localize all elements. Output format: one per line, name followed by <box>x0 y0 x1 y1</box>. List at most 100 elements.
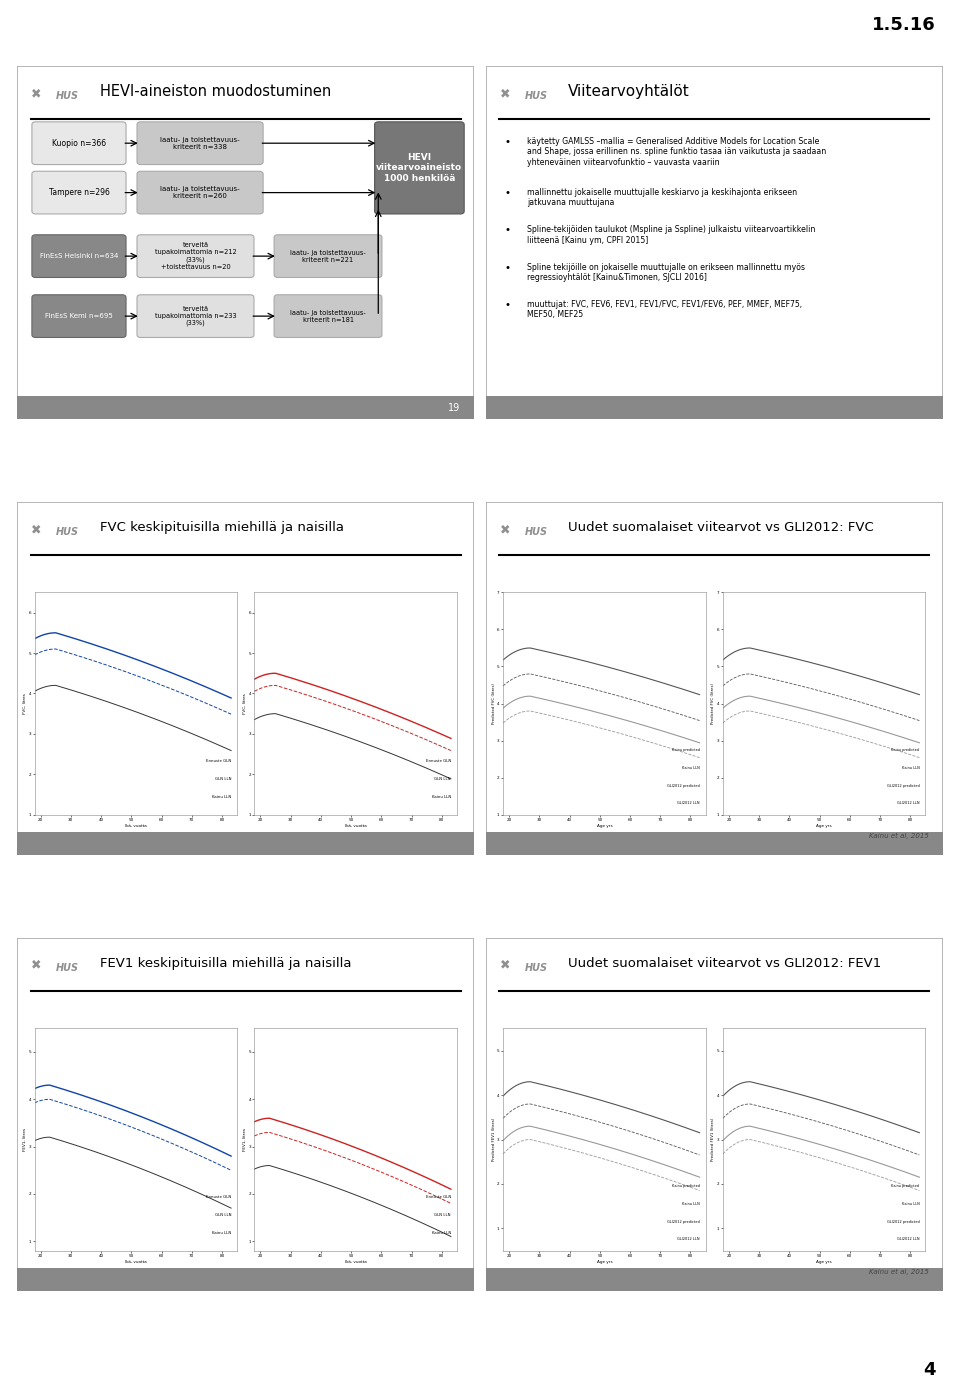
Text: Kainu LLN: Kainu LLN <box>212 794 231 799</box>
Text: Viitearvoyhtälöt: Viitearvoyhtälöt <box>568 83 690 98</box>
Text: •: • <box>504 226 510 235</box>
Text: terveitä
tupakoimattomia n=212
(33%)
+toistettavuus n=20: terveitä tupakoimattomia n=212 (33%) +to… <box>155 242 236 270</box>
FancyBboxPatch shape <box>137 235 254 277</box>
Text: Ennuste GLN: Ennuste GLN <box>425 760 451 763</box>
Text: Ennuste GLN: Ennuste GLN <box>205 760 231 763</box>
Text: ✖: ✖ <box>499 959 510 972</box>
Text: ✖: ✖ <box>31 87 41 100</box>
Text: Tampere n=296: Tampere n=296 <box>49 188 109 197</box>
Text: 19: 19 <box>448 403 461 412</box>
Bar <box>486 396 943 419</box>
Y-axis label: Predicted FVC (litres): Predicted FVC (litres) <box>492 684 495 724</box>
Text: Kainu et al, 2015: Kainu et al, 2015 <box>869 833 929 839</box>
Text: GLI2012 predicted: GLI2012 predicted <box>667 1219 700 1223</box>
Text: laatu- ja toistettavuus-
kriteerit n=338: laatu- ja toistettavuus- kriteerit n=338 <box>160 137 240 149</box>
Text: FEV1 keskipituisilla miehillä ja naisilla: FEV1 keskipituisilla miehillä ja naisill… <box>100 956 351 970</box>
Bar <box>17 1268 474 1291</box>
Text: Kainu predicted: Kainu predicted <box>892 1183 920 1187</box>
Text: Kainu LLN: Kainu LLN <box>432 794 451 799</box>
Text: Uudet suomalaiset viitearvot vs GLI2012: FEV1: Uudet suomalaiset viitearvot vs GLI2012:… <box>568 956 881 970</box>
Text: Kainu predicted: Kainu predicted <box>672 1183 700 1187</box>
Text: laatu- ja toistettavuus-
kriteerit n=260: laatu- ja toistettavuus- kriteerit n=260 <box>160 185 240 199</box>
Y-axis label: FVC, litres: FVC, litres <box>23 693 27 714</box>
FancyBboxPatch shape <box>137 122 263 165</box>
X-axis label: Age yrs: Age yrs <box>596 1259 612 1264</box>
Text: GLI2012 predicted: GLI2012 predicted <box>887 1219 920 1223</box>
Text: Spline-tekijöiden taulukot (Mspline ja Sspline) julkaistu viitearvoartikkelin
li: Spline-tekijöiden taulukot (Mspline ja S… <box>527 226 815 245</box>
FancyBboxPatch shape <box>32 295 126 338</box>
Text: 4: 4 <box>924 1360 936 1380</box>
Text: GLN LLN: GLN LLN <box>434 1212 451 1217</box>
X-axis label: Ikä, vuotta: Ikä, vuotta <box>125 1259 147 1264</box>
Text: Spline tekijöille on jokaiselle muuttujalle on erikseen mallinnettu myös
regress: Spline tekijöille on jokaiselle muuttuja… <box>527 263 804 282</box>
Text: •: • <box>504 188 510 198</box>
Text: muuttujat: FVC, FEV6, FEV1, FEV1/FVC, FEV1/FEV6, PEF, MMEF, MEF75,
MEF50, MEF25: muuttujat: FVC, FEV6, FEV1, FEV1/FVC, FE… <box>527 300 802 320</box>
Text: laatu- ja toistettavuus-
kriteerit n=181: laatu- ja toistettavuus- kriteerit n=181 <box>290 310 366 322</box>
Text: HUS: HUS <box>56 963 79 973</box>
Text: •: • <box>504 300 510 310</box>
Text: Kainu LLN: Kainu LLN <box>432 1230 451 1235</box>
Text: Kainu LLN: Kainu LLN <box>682 1201 700 1205</box>
FancyBboxPatch shape <box>137 172 263 215</box>
Text: FVC keskipituisilla miehillä ja naisilla: FVC keskipituisilla miehillä ja naisilla <box>100 520 344 534</box>
Text: Kainu predicted: Kainu predicted <box>672 747 700 752</box>
Text: Uudet suomalaiset viitearvot vs GLI2012: FVC: Uudet suomalaiset viitearvot vs GLI2012:… <box>568 520 874 534</box>
Text: GLN LLN: GLN LLN <box>214 776 231 781</box>
Text: ✖: ✖ <box>499 523 510 536</box>
Text: ✖: ✖ <box>499 87 510 100</box>
Text: Kainu predicted: Kainu predicted <box>892 747 920 752</box>
Y-axis label: FEV1, litres: FEV1, litres <box>23 1128 27 1151</box>
Bar <box>486 832 943 855</box>
Text: HUS: HUS <box>56 527 79 537</box>
Text: HUS: HUS <box>524 527 547 537</box>
X-axis label: Ikä, vuotta: Ikä, vuotta <box>345 823 367 828</box>
Text: Kainu et al, 2015: Kainu et al, 2015 <box>869 1269 929 1275</box>
FancyBboxPatch shape <box>32 172 126 215</box>
Y-axis label: Predicted FEV1 (litres): Predicted FEV1 (litres) <box>492 1118 495 1161</box>
Text: HEVI-aineiston muodostuminen: HEVI-aineiston muodostuminen <box>100 83 331 98</box>
Text: Ennuste GLN: Ennuste GLN <box>425 1196 451 1199</box>
X-axis label: Age yrs: Age yrs <box>596 823 612 828</box>
Text: Kainu LLN: Kainu LLN <box>901 765 920 770</box>
Text: käytetty GAMLSS –mallia = Generalised Additive Models for Location Scale
and Sha: käytetty GAMLSS –mallia = Generalised Ad… <box>527 137 827 167</box>
Text: GLI2012 LLN: GLI2012 LLN <box>677 801 700 805</box>
Text: HUS: HUS <box>524 91 547 101</box>
Text: FinEsS Helsinki n=634: FinEsS Helsinki n=634 <box>39 253 118 259</box>
Text: Ennuste GLN: Ennuste GLN <box>205 1196 231 1199</box>
Text: GLN LLN: GLN LLN <box>434 776 451 781</box>
Text: •: • <box>504 263 510 273</box>
X-axis label: Age yrs: Age yrs <box>816 1259 832 1264</box>
Text: HEVI
viitearvoaineisto
1000 henkilöä: HEVI viitearvoaineisto 1000 henkilöä <box>376 154 463 183</box>
Text: Kainu LLN: Kainu LLN <box>682 765 700 770</box>
Bar <box>486 1268 943 1291</box>
FancyBboxPatch shape <box>374 122 465 215</box>
Text: Kainu LLN: Kainu LLN <box>901 1201 920 1205</box>
Text: Kainu LLN: Kainu LLN <box>212 1230 231 1235</box>
Text: ✖: ✖ <box>31 959 41 972</box>
X-axis label: Ikä, vuotta: Ikä, vuotta <box>345 1259 367 1264</box>
Bar <box>17 832 474 855</box>
FancyBboxPatch shape <box>137 295 254 338</box>
Text: GLI2012 LLN: GLI2012 LLN <box>897 1237 920 1241</box>
Bar <box>17 396 474 419</box>
Y-axis label: FEV1, litres: FEV1, litres <box>243 1128 247 1151</box>
Text: terveitä
tupakoimattomia n=233
(33%): terveitä tupakoimattomia n=233 (33%) <box>155 306 236 327</box>
FancyBboxPatch shape <box>32 122 126 165</box>
Text: laatu- ja toistettavuus-
kriteerit n=221: laatu- ja toistettavuus- kriteerit n=221 <box>290 249 366 263</box>
Text: GLI2012 LLN: GLI2012 LLN <box>677 1237 700 1241</box>
FancyBboxPatch shape <box>32 235 126 277</box>
Text: HUS: HUS <box>56 91 79 101</box>
Text: GLI2012 predicted: GLI2012 predicted <box>667 783 700 787</box>
Y-axis label: Predicted FEV1 (litres): Predicted FEV1 (litres) <box>711 1118 715 1161</box>
Text: GLI2012 predicted: GLI2012 predicted <box>887 783 920 787</box>
X-axis label: Age yrs: Age yrs <box>816 823 832 828</box>
X-axis label: Ikä, vuotta: Ikä, vuotta <box>125 823 147 828</box>
FancyBboxPatch shape <box>275 295 382 338</box>
Y-axis label: FVC, litres: FVC, litres <box>243 693 247 714</box>
Y-axis label: Predicted FVC (litres): Predicted FVC (litres) <box>711 684 715 724</box>
Text: 1.5.16: 1.5.16 <box>873 15 936 35</box>
Text: FinEsS Kemi n=695: FinEsS Kemi n=695 <box>45 313 113 320</box>
Text: Kuopio n=366: Kuopio n=366 <box>52 138 106 148</box>
FancyBboxPatch shape <box>275 235 382 277</box>
Text: mallinnettu jokaiselle muuttujalle keskiarvo ja keskihajonta erikseen
jatkuvana : mallinnettu jokaiselle muuttujalle keski… <box>527 188 797 208</box>
